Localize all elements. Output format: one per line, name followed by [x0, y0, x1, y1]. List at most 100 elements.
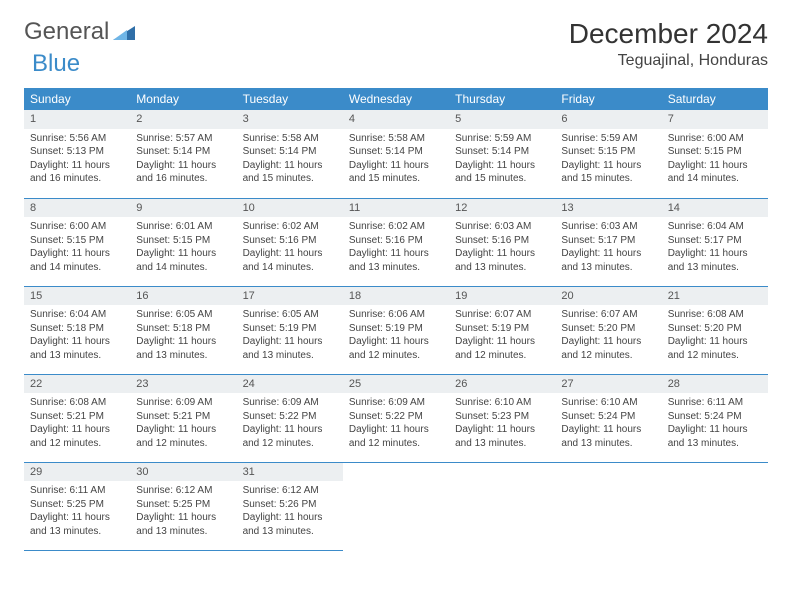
daylight-line2: and 13 minutes. [243, 349, 337, 363]
daylight-line2: and 13 minutes. [30, 349, 124, 363]
calendar-table: Sunday Monday Tuesday Wednesday Thursday… [24, 88, 768, 551]
day-number: 20 [555, 287, 661, 306]
day-body: Sunrise: 6:02 AMSunset: 5:16 PMDaylight:… [237, 217, 343, 278]
sunset-text: Sunset: 5:15 PM [136, 234, 230, 248]
daylight-line1: Daylight: 11 hours [136, 423, 230, 437]
day-number: 11 [343, 199, 449, 218]
daylight-line1: Daylight: 11 hours [668, 247, 762, 261]
day-number: 22 [24, 375, 130, 394]
day-body: Sunrise: 6:12 AMSunset: 5:25 PMDaylight:… [130, 481, 236, 542]
logo-triangle-icon [113, 21, 135, 49]
daylight-line2: and 13 minutes. [668, 261, 762, 275]
sunrise-text: Sunrise: 6:00 AM [668, 132, 762, 146]
calendar-week-row: 22Sunrise: 6:08 AMSunset: 5:21 PMDayligh… [24, 374, 768, 462]
weekday-header: Tuesday [237, 88, 343, 110]
calendar-day-cell: 9Sunrise: 6:01 AMSunset: 5:15 PMDaylight… [130, 198, 236, 286]
day-body: Sunrise: 6:02 AMSunset: 5:16 PMDaylight:… [343, 217, 449, 278]
daylight-line1: Daylight: 11 hours [561, 247, 655, 261]
daylight-line2: and 12 minutes. [136, 437, 230, 451]
day-number: 5 [449, 110, 555, 129]
calendar-day-cell: 20Sunrise: 6:07 AMSunset: 5:20 PMDayligh… [555, 286, 661, 374]
sunset-text: Sunset: 5:24 PM [561, 410, 655, 424]
sunset-text: Sunset: 5:14 PM [243, 145, 337, 159]
sunrise-text: Sunrise: 6:12 AM [136, 484, 230, 498]
daylight-line2: and 15 minutes. [455, 172, 549, 186]
daylight-line1: Daylight: 11 hours [30, 159, 124, 173]
weekday-header: Friday [555, 88, 661, 110]
daylight-line1: Daylight: 11 hours [136, 159, 230, 173]
sunrise-text: Sunrise: 6:07 AM [561, 308, 655, 322]
calendar-day-cell [343, 462, 449, 550]
day-body: Sunrise: 6:03 AMSunset: 5:16 PMDaylight:… [449, 217, 555, 278]
day-body: Sunrise: 6:07 AMSunset: 5:20 PMDaylight:… [555, 305, 661, 366]
day-number: 10 [237, 199, 343, 218]
title-block: December 2024 Teguajinal, Honduras [569, 18, 768, 70]
sunrise-text: Sunrise: 6:09 AM [349, 396, 443, 410]
calendar-day-cell: 31Sunrise: 6:12 AMSunset: 5:26 PMDayligh… [237, 462, 343, 550]
daylight-line2: and 13 minutes. [455, 437, 549, 451]
sunset-text: Sunset: 5:15 PM [30, 234, 124, 248]
weekday-header: Wednesday [343, 88, 449, 110]
sunset-text: Sunset: 5:25 PM [136, 498, 230, 512]
day-body: Sunrise: 6:04 AMSunset: 5:18 PMDaylight:… [24, 305, 130, 366]
daylight-line1: Daylight: 11 hours [668, 335, 762, 349]
day-number: 31 [237, 463, 343, 482]
day-body: Sunrise: 5:56 AMSunset: 5:13 PMDaylight:… [24, 129, 130, 190]
day-body: Sunrise: 6:07 AMSunset: 5:19 PMDaylight:… [449, 305, 555, 366]
day-number: 15 [24, 287, 130, 306]
daylight-line2: and 13 minutes. [30, 525, 124, 539]
sunrise-text: Sunrise: 6:02 AM [349, 220, 443, 234]
sunrise-text: Sunrise: 6:02 AM [243, 220, 337, 234]
day-body: Sunrise: 6:00 AMSunset: 5:15 PMDaylight:… [662, 129, 768, 190]
day-body: Sunrise: 6:01 AMSunset: 5:15 PMDaylight:… [130, 217, 236, 278]
sunset-text: Sunset: 5:24 PM [668, 410, 762, 424]
sunrise-text: Sunrise: 6:12 AM [243, 484, 337, 498]
calendar-day-cell: 7Sunrise: 6:00 AMSunset: 5:15 PMDaylight… [662, 110, 768, 198]
daylight-line1: Daylight: 11 hours [561, 423, 655, 437]
calendar-day-cell: 5Sunrise: 5:59 AMSunset: 5:14 PMDaylight… [449, 110, 555, 198]
day-number: 24 [237, 375, 343, 394]
calendar-day-cell [449, 462, 555, 550]
sunset-text: Sunset: 5:20 PM [668, 322, 762, 336]
day-body: Sunrise: 6:09 AMSunset: 5:21 PMDaylight:… [130, 393, 236, 454]
daylight-line2: and 13 minutes. [455, 261, 549, 275]
calendar-day-cell: 13Sunrise: 6:03 AMSunset: 5:17 PMDayligh… [555, 198, 661, 286]
day-number: 16 [130, 287, 236, 306]
sunset-text: Sunset: 5:15 PM [561, 145, 655, 159]
daylight-line2: and 15 minutes. [561, 172, 655, 186]
page-title: December 2024 [569, 18, 768, 50]
daylight-line2: and 12 minutes. [30, 437, 124, 451]
sunset-text: Sunset: 5:26 PM [243, 498, 337, 512]
logo-text-blue: Blue [32, 50, 80, 77]
daylight-line2: and 12 minutes. [243, 437, 337, 451]
daylight-line1: Daylight: 11 hours [243, 247, 337, 261]
daylight-line2: and 14 minutes. [30, 261, 124, 275]
weekday-row: Sunday Monday Tuesday Wednesday Thursday… [24, 88, 768, 110]
calendar-day-cell: 27Sunrise: 6:10 AMSunset: 5:24 PMDayligh… [555, 374, 661, 462]
sunrise-text: Sunrise: 6:07 AM [455, 308, 549, 322]
sunrise-text: Sunrise: 6:11 AM [30, 484, 124, 498]
day-body: Sunrise: 6:09 AMSunset: 5:22 PMDaylight:… [237, 393, 343, 454]
calendar-body: 1Sunrise: 5:56 AMSunset: 5:13 PMDaylight… [24, 110, 768, 550]
sunset-text: Sunset: 5:16 PM [243, 234, 337, 248]
day-body: Sunrise: 6:11 AMSunset: 5:24 PMDaylight:… [662, 393, 768, 454]
sunset-text: Sunset: 5:18 PM [136, 322, 230, 336]
day-number: 17 [237, 287, 343, 306]
daylight-line1: Daylight: 11 hours [30, 335, 124, 349]
daylight-line2: and 12 minutes. [455, 349, 549, 363]
day-number: 7 [662, 110, 768, 129]
weekday-header: Saturday [662, 88, 768, 110]
daylight-line2: and 14 minutes. [668, 172, 762, 186]
calendar-page: General December 2024 Teguajinal, Hondur… [0, 0, 792, 569]
logo: General [24, 18, 135, 49]
day-number: 6 [555, 110, 661, 129]
calendar-week-row: 8Sunrise: 6:00 AMSunset: 5:15 PMDaylight… [24, 198, 768, 286]
day-number: 3 [237, 110, 343, 129]
day-number: 25 [343, 375, 449, 394]
sunset-text: Sunset: 5:19 PM [455, 322, 549, 336]
daylight-line1: Daylight: 11 hours [30, 511, 124, 525]
daylight-line2: and 13 minutes. [136, 349, 230, 363]
calendar-day-cell: 28Sunrise: 6:11 AMSunset: 5:24 PMDayligh… [662, 374, 768, 462]
calendar-day-cell: 15Sunrise: 6:04 AMSunset: 5:18 PMDayligh… [24, 286, 130, 374]
daylight-line1: Daylight: 11 hours [349, 335, 443, 349]
